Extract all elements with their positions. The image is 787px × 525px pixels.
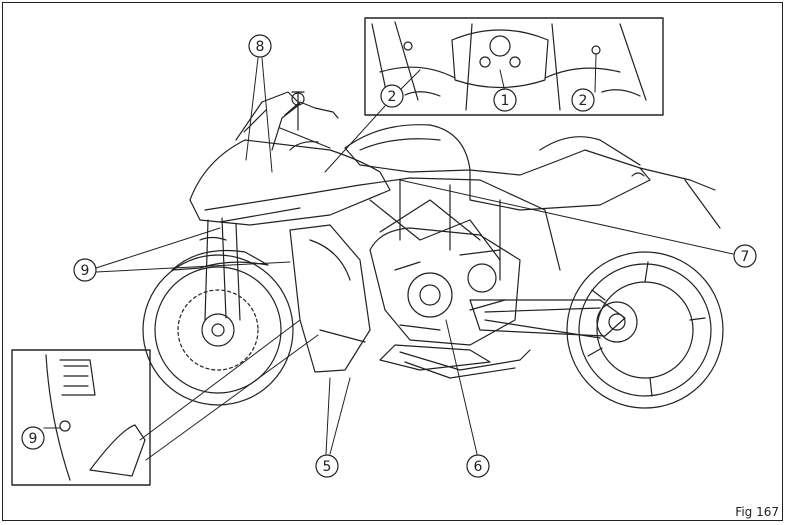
inset-top-detail xyxy=(364,17,664,116)
callout-2-left: 2 xyxy=(380,84,404,108)
inset-leader-lines xyxy=(139,319,319,461)
callout-5: 5 xyxy=(315,454,339,478)
callout-2-right: 2 xyxy=(571,88,595,112)
seat-tail xyxy=(469,136,721,229)
lower-fairing xyxy=(289,224,491,373)
callout-2-left-label: 2 xyxy=(388,89,397,105)
callout-8-label: 8 xyxy=(256,39,265,55)
rear-wheel xyxy=(566,251,724,409)
callout-2-right-label: 2 xyxy=(579,93,588,109)
figure-label: Fig 167 xyxy=(735,505,779,519)
callout-6-label: 6 xyxy=(474,459,483,475)
callout-9-inset-label: 9 xyxy=(29,431,38,447)
fuel-tank xyxy=(344,124,471,173)
windshield xyxy=(235,91,301,151)
frame-trellis xyxy=(359,177,561,281)
exhaust xyxy=(399,349,531,379)
callout-9-front-label: 9 xyxy=(81,263,90,279)
callout-leaders xyxy=(43,54,734,455)
swingarm xyxy=(469,299,626,339)
front-fork xyxy=(199,217,241,321)
front-wheel xyxy=(142,254,294,406)
handlebar-controls xyxy=(279,91,339,151)
callout-9-inset: 9 xyxy=(21,426,45,450)
callout-7-label: 7 xyxy=(741,249,750,265)
callout-7: 7 xyxy=(733,244,757,268)
callout-1: 1 xyxy=(493,88,517,112)
front-fairing xyxy=(189,139,391,226)
callout-9-front: 9 xyxy=(73,258,97,282)
callout-5-label: 5 xyxy=(323,459,332,475)
callout-6: 6 xyxy=(466,454,490,478)
callout-8: 8 xyxy=(248,34,272,58)
engine xyxy=(369,227,521,346)
front-fender xyxy=(171,249,269,271)
callout-1-label: 1 xyxy=(501,93,510,109)
inset-bottom-detail xyxy=(11,349,151,486)
